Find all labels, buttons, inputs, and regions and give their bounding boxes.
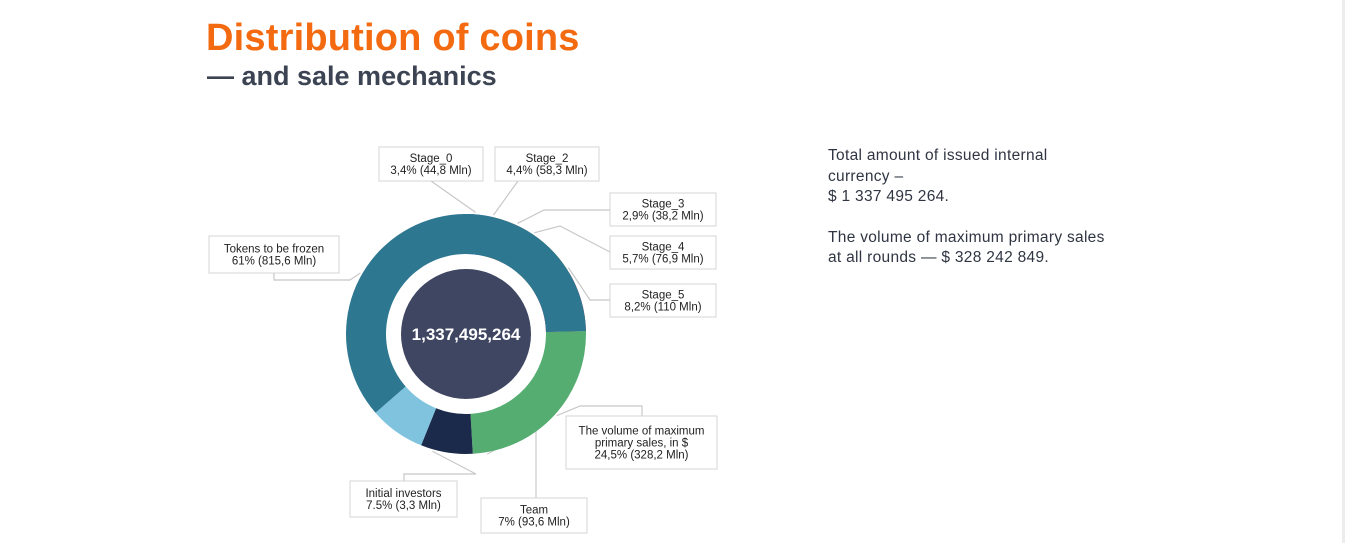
- label-text: Team: [520, 505, 548, 517]
- label-text: primary sales, in $: [595, 438, 689, 450]
- info-panel: Total amount of issued internal currency…: [828, 146, 1158, 289]
- slice-the-volume-of-maximum-primary-sales-in[interactable]: [470, 330, 586, 454]
- label-stage-3: Stage_32,9% (38,2 Mln): [609, 192, 717, 227]
- label-box: [609, 283, 717, 318]
- center-disc: [401, 269, 531, 399]
- label-box: [565, 415, 718, 470]
- label-stage-0: Stage_03,4% (44,8 Mln): [378, 146, 484, 182]
- leader-line-stage-2: [492, 180, 519, 216]
- label-text: 61% (815,6 Mln): [232, 256, 317, 268]
- page-right-edge: [1342, 0, 1345, 543]
- leader-line-stage-5: [567, 267, 610, 301]
- label-text: Stage_3: [642, 199, 685, 211]
- label-text: Stage_4: [642, 242, 685, 254]
- total-issued-text: Total amount of issued internal currency…: [828, 147, 1048, 205]
- label-text: Initial investors: [365, 488, 441, 500]
- label-text: 24,5% (328,2 Mln): [595, 450, 689, 462]
- label-box: [480, 497, 588, 534]
- label-box: [378, 146, 484, 182]
- label-box: [208, 235, 340, 274]
- label-box: [494, 146, 600, 182]
- label-text: Stage_0: [410, 153, 453, 165]
- leader-line-the-volume-of-maximum-primary-sales-in: [556, 405, 643, 417]
- leader-line-tokens-to-be-frozen: [273, 272, 361, 281]
- leader-line-stage-3: [517, 209, 610, 224]
- label-text: Tokens to be frozen: [224, 244, 324, 256]
- label-box: [609, 235, 717, 270]
- slice-tokens-to-be-frozen[interactable]: [346, 213, 586, 413]
- label-text: 8,2% (110 Mln): [624, 302, 701, 314]
- label-text: 4,4% (58,3 Mln): [506, 165, 587, 177]
- label-box: [349, 480, 458, 518]
- leader-line-initial-investors: [403, 450, 477, 481]
- label-text: The volume of maximum: [579, 426, 705, 438]
- center-total-label: 1,337,495,264: [412, 325, 521, 344]
- label-text: 7% (93,6 Mln): [498, 517, 570, 529]
- label-stage-2: Stage_24,4% (58,3 Mln): [494, 146, 600, 182]
- label-text: 3,4% (44,8 Mln): [390, 165, 471, 177]
- label-text: Stage_2: [526, 153, 569, 165]
- label-stage-4: Stage_45,7% (76,9 Mln): [609, 235, 717, 270]
- label-box: [609, 192, 717, 227]
- slice-team[interactable]: [421, 408, 473, 454]
- leader-line-stage-0: [430, 180, 476, 213]
- label-text: 7.5% (3,3 Mln): [366, 500, 441, 512]
- primary-sales-text: The volume of maximum primary sales at a…: [828, 228, 1105, 267]
- page-subtitle: — and sale mechanics: [207, 61, 497, 91]
- leader-line-stage-4: [534, 225, 611, 253]
- label-text: 5,7% (76,9 Mln): [622, 254, 703, 266]
- label-text: Stage_5: [642, 290, 685, 302]
- page-title: Distribution of coins: [206, 17, 580, 59]
- label-text: 2,9% (38,2 Mln): [622, 211, 703, 223]
- slice-initial-investors[interactable]: [375, 386, 437, 446]
- label-stage-5: Stage_58,2% (110 Mln): [609, 283, 717, 318]
